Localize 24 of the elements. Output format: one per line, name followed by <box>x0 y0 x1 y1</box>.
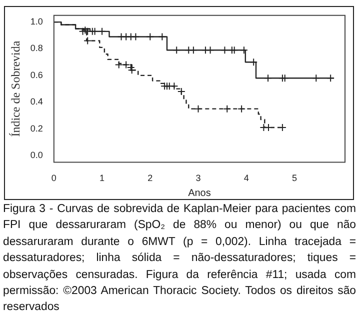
x-tick-label: 2 <box>148 173 153 184</box>
y-axis-title: Índice de Sobrevida <box>8 40 22 137</box>
y-tick-label: 0.0 <box>30 150 43 160</box>
x-tick-label: 5 <box>292 173 297 184</box>
x-tick-label: 4 <box>244 173 249 184</box>
point <box>84 27 92 36</box>
text: Figura 3 - Curvas de sobrevida de Kaplan-Meier para pacientes com FPI que dessaruraram (SpO₂ de 88% ou menor) ou que não dessaruraram durante o 6MWT (p = 0,002). Linha tracejada = dessaturadores; linha sólida = não-dessaturadores; tiques = observações censuradas. Figura da referência #11; usada com permissão: ©2003 American Thoracic Society. Todos os direitos são reservados <box>3 202 356 316</box>
x-tick-label: 0 <box>51 173 56 184</box>
point <box>177 87 186 96</box>
point <box>170 82 178 90</box>
point <box>223 104 232 113</box>
point <box>78 27 87 36</box>
y-tick-label: 1.0 <box>30 16 43 27</box>
y-tick-label: 0.8 <box>30 43 43 54</box>
x-axis-title: Anos <box>188 188 211 199</box>
point <box>238 104 246 113</box>
y-tick-label: 0.4 <box>30 96 43 107</box>
point <box>81 26 90 34</box>
x-tick-label: 3 <box>196 173 201 184</box>
y-tick-label: 0.2 <box>30 123 43 134</box>
y-tick-label: 0.6 <box>30 70 43 80</box>
point <box>84 36 92 45</box>
x-tick-label: 1 <box>100 173 105 184</box>
point <box>114 60 123 69</box>
